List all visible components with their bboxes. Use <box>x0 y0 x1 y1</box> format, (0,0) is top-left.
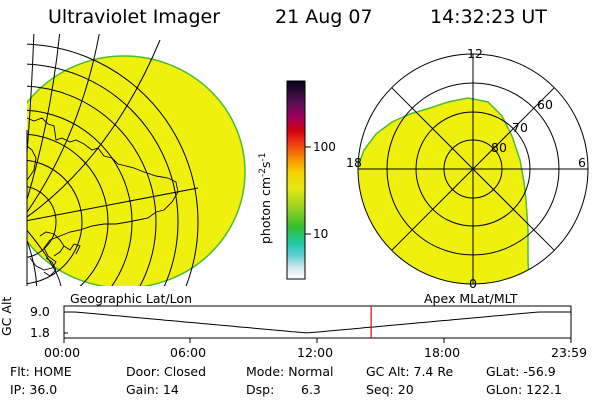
longitude-lines <box>27 34 199 286</box>
uv-image-polar <box>358 97 531 284</box>
time-tick-0000: 00:00 <box>44 345 81 360</box>
status-dsp-label: Dsp: <box>246 382 275 397</box>
status-gc-alt: GC Alt: 7.4 Re <box>366 364 454 379</box>
alt-tick-1-8: 1.8 <box>30 325 50 340</box>
mlt-label-0: 0 <box>469 276 477 291</box>
alt-tick-9: 9.0 <box>30 304 50 319</box>
polar-panel <box>357 53 589 285</box>
colorbar-tick-100: 100 <box>313 140 336 154</box>
status-dsp-value: 6.3 <box>301 382 321 397</box>
mlat-label-70: 70 <box>512 120 528 135</box>
time-tick-0600: 06:00 <box>170 345 207 360</box>
mlat-label-60: 60 <box>537 97 553 112</box>
geographic-label: Geographic Lat/Lon <box>70 291 192 306</box>
altitude-curve <box>64 311 571 334</box>
time-tick-1200: 12:00 <box>297 345 334 360</box>
date-label: 21 Aug 07 <box>275 6 373 28</box>
mlat-label-80: 80 <box>491 140 507 155</box>
colorbar-gradient <box>286 80 306 280</box>
uv-image-left <box>27 55 246 286</box>
altitude-plot <box>63 305 572 343</box>
instrument-title: Ultraviolet Imager <box>48 6 221 28</box>
time-tick-2359: 23:59 <box>551 345 588 360</box>
status-mode: Mode: Normal <box>246 364 334 379</box>
geographic-panel <box>26 34 246 286</box>
time-label: 14:32:23 UT <box>430 6 547 28</box>
latitude-lines <box>27 43 199 286</box>
status-glon: GLon: 122.1 <box>486 382 562 397</box>
gc-alt-axis-label: GC Alt <box>0 296 14 336</box>
mlt-label-6: 6 <box>578 155 586 170</box>
time-tick-1800: 18:00 <box>424 345 461 360</box>
altitude-plot-frame <box>63 305 572 339</box>
status-seq: Seq: 20 <box>366 382 414 397</box>
status-glat: GLat: -56.9 <box>486 364 556 379</box>
apex-label: Apex MLat/MLT <box>424 291 518 306</box>
status-ip: IP: 36.0 <box>10 382 58 397</box>
mlt-label-18: 18 <box>346 155 362 170</box>
status-gain: Gain: 14 <box>126 382 179 397</box>
mlt-label-12: 12 <box>467 46 483 61</box>
colorbar <box>286 80 311 280</box>
status-flt: Flt: HOME <box>10 364 72 379</box>
status-door: Door: Closed <box>126 364 207 379</box>
colorbar-unit-label: photon cm-2s-1 <box>258 152 274 244</box>
coastline <box>27 117 179 271</box>
colorbar-tick-10: 10 <box>313 227 329 241</box>
